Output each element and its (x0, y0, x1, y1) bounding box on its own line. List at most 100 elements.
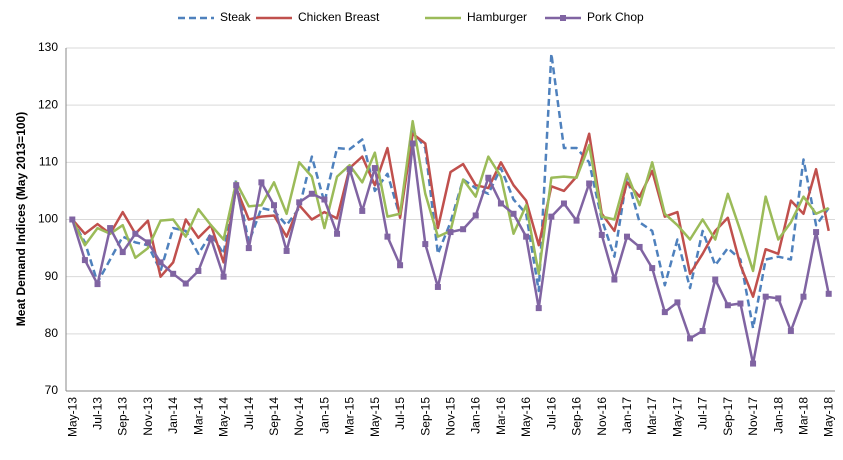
data-point (308, 190, 315, 197)
data-point (787, 327, 794, 334)
x-tick-label: Jul-17 (696, 397, 710, 430)
data-point (674, 299, 681, 306)
data-point (119, 249, 126, 256)
x-tick-label: Nov-17 (746, 397, 760, 436)
x-tick-label: Sep-17 (721, 397, 735, 436)
data-point (81, 257, 88, 264)
data-point (170, 270, 177, 277)
legend-marker (560, 15, 566, 21)
data-point (107, 225, 114, 232)
data-point (207, 235, 214, 242)
legend-label: Steak (220, 10, 252, 24)
data-point (94, 281, 101, 288)
x-tick-label: Jan-18 (771, 397, 785, 434)
y-tick-label: 120 (38, 97, 58, 111)
data-point (447, 229, 454, 236)
x-tick-label: Sep-13 (116, 397, 130, 436)
data-point (384, 233, 391, 240)
data-point (586, 180, 593, 187)
x-tick-label: Mar-14 (191, 397, 205, 435)
data-point (573, 217, 580, 224)
data-point (434, 283, 441, 290)
data-point (712, 276, 719, 283)
data-point (724, 302, 731, 309)
data-point (157, 259, 164, 266)
x-tick-label: Nov-13 (141, 397, 155, 436)
x-tick-label: Nov-14 (292, 397, 306, 436)
data-point (296, 199, 303, 206)
data-point (485, 174, 492, 181)
data-point (687, 335, 694, 342)
x-tick-label: May-15 (368, 397, 382, 437)
data-point (762, 293, 769, 300)
data-point (775, 295, 782, 302)
data-point (497, 200, 504, 207)
data-point (245, 245, 252, 252)
x-tick-label: Jul-15 (393, 397, 407, 430)
data-point (825, 290, 832, 297)
x-tick-label: Nov-15 (444, 397, 458, 436)
data-point (460, 226, 467, 233)
data-point (737, 300, 744, 307)
x-tick-label: Jul-16 (544, 397, 558, 430)
x-tick-label: Nov-16 (595, 397, 609, 436)
legend-label: Chicken Breast (298, 10, 380, 24)
data-point (233, 182, 240, 189)
x-tick-label: Mar-16 (494, 397, 508, 435)
data-point (510, 210, 517, 217)
y-tick-label: 70 (45, 383, 59, 397)
x-tick-label: Jan-17 (620, 397, 634, 434)
data-point (661, 309, 668, 316)
data-point (623, 233, 630, 240)
y-tick-label: 110 (39, 155, 58, 169)
y-axis-label: Meat Demand Indices (May 2013=100) (14, 112, 28, 326)
data-point (560, 200, 567, 207)
data-point (371, 165, 378, 172)
x-tick-label: May-18 (822, 397, 836, 437)
x-tick-label: Jul-14 (242, 397, 256, 430)
x-tick-label: Sep-14 (267, 397, 281, 436)
x-tick-label: Sep-15 (418, 397, 432, 436)
x-tick-label: May-17 (670, 397, 684, 437)
data-point (258, 179, 265, 186)
data-point (548, 213, 555, 220)
data-point (800, 293, 807, 300)
x-tick-label: May-14 (217, 397, 231, 437)
data-point (409, 140, 416, 147)
data-point (699, 327, 706, 334)
series-line (71, 52, 830, 330)
legend-label: Pork Chop (587, 10, 644, 24)
data-point (535, 305, 542, 312)
data-point (321, 196, 328, 203)
x-tick-label: Jan-15 (317, 397, 331, 434)
data-point (472, 212, 479, 219)
data-point (69, 216, 76, 223)
data-point (334, 230, 341, 237)
data-point (523, 233, 530, 240)
x-tick-label: Mar-15 (343, 397, 357, 435)
series-line (71, 119, 830, 276)
series-line (71, 132, 830, 298)
data-point (359, 207, 366, 214)
data-point (813, 229, 820, 236)
data-point (144, 239, 151, 246)
data-point (649, 265, 656, 272)
data-point (182, 280, 189, 287)
data-point (283, 247, 290, 254)
x-tick-label: May-16 (519, 397, 533, 437)
x-tick-label: Mar-17 (645, 397, 659, 435)
x-tick-label: Jan-14 (166, 397, 180, 434)
y-tick-label: 90 (45, 269, 59, 283)
data-point (220, 273, 227, 280)
x-tick-label: Sep-16 (570, 397, 584, 436)
x-tick-label: May-13 (65, 397, 79, 437)
x-tick-label: Jul-13 (91, 397, 105, 430)
data-point (422, 241, 429, 248)
data-point (636, 243, 643, 250)
y-tick-label: 100 (38, 212, 58, 226)
data-point (271, 202, 278, 209)
data-point (132, 230, 139, 237)
legend-label: Hamburger (467, 10, 527, 24)
data-point (195, 267, 202, 274)
